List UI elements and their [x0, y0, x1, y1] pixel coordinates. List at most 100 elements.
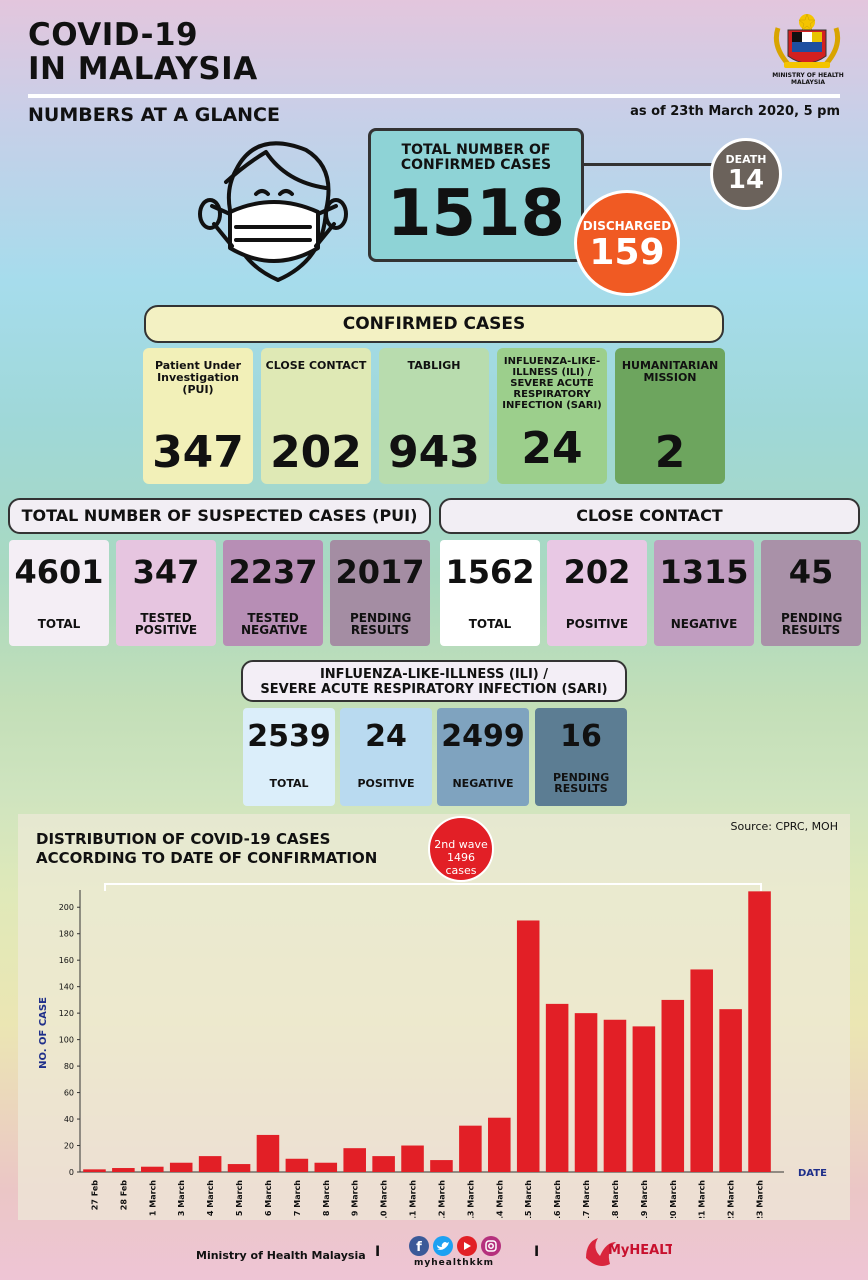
x-tick-label: 23 March [756, 1180, 765, 1218]
suspected-card-tested-negative: 2237 TESTED NEGATIVE [223, 540, 323, 646]
youtube-icon[interactable] [457, 1236, 477, 1256]
x-tick-label: 14 March [495, 1180, 504, 1218]
x-tick-label: 19 March [640, 1180, 649, 1218]
chart-title-line-1: DISTRIBUTION OF COVID-19 CASES [36, 830, 331, 848]
card-value: 2237 [228, 553, 318, 591]
x-tick-label: 11 March [409, 1180, 418, 1218]
card-value: 2017 [335, 553, 425, 591]
card-value: 2539 [247, 719, 331, 754]
x-tick-label: 7 March [293, 1180, 302, 1216]
x-tick-label: 1 March [148, 1180, 157, 1216]
confirmed-card-value: 347 [152, 427, 244, 478]
x-tick-label: 28 Feb [119, 1180, 128, 1210]
y-tick-label: 100 [59, 1036, 74, 1045]
x-tick-label: 4 March [206, 1180, 215, 1216]
header-divider [28, 94, 840, 98]
discharged-value: 159 [589, 232, 665, 273]
second-wave-bracket [104, 883, 762, 891]
x-tick-label: 13 March [466, 1180, 475, 1218]
ili-sari-header-line-2: SEVERE ACUTE RESPIRATORY INFECTION (SARI… [260, 682, 608, 697]
death-badge: DEATH 14 [710, 138, 782, 210]
ili-card-pending: 16 PENDING RESULTS [535, 708, 627, 806]
total-confirmed-value: 1518 [386, 177, 566, 251]
bar [372, 1156, 395, 1172]
card-value: 4601 [14, 553, 104, 591]
masked-face-icon [198, 141, 348, 282]
ministry-label: MINISTRY OF HEALTH MALAYSIA [772, 72, 844, 86]
x-tick-label: 8 March [322, 1180, 331, 1216]
bar [488, 1117, 511, 1172]
card-label: PENDING RESULTS [781, 611, 843, 637]
bar [141, 1166, 164, 1172]
confirmed-card-value: 202 [270, 427, 362, 478]
x-tick-label: 17 March [582, 1180, 591, 1218]
myhealth-text: MyHEALTH [608, 1243, 672, 1258]
death-value: 14 [727, 165, 765, 195]
bar [256, 1134, 280, 1172]
total-confirmed-box: TOTAL NUMBER OF CONFIRMED CASES 1518 [368, 128, 584, 262]
x-tick-label: 3 March [177, 1180, 186, 1216]
bar [661, 999, 685, 1172]
card-label: TOTAL [269, 777, 309, 790]
ili-card-negative: 2499 NEGATIVE [437, 708, 529, 806]
x-tick-label: 10 March [380, 1180, 389, 1218]
close-contact-card-positive: 202 POSITIVE [547, 540, 647, 646]
close-contact-card-negative: 1315 NEGATIVE [654, 540, 754, 646]
card-value: 1562 [445, 553, 535, 591]
x-tick-label: 6 March [264, 1180, 273, 1216]
x-tick-label: 5 March [235, 1180, 244, 1216]
confirmed-cases-header: CONFIRMED CASES [144, 305, 724, 343]
card-value: 2499 [441, 719, 525, 754]
bar-chart: 0 20 40 60 80 100 120 140 160 180 200 27 Feb 28 Feb 1… [38, 890, 827, 1218]
bar [459, 1125, 482, 1172]
chart-source: Source: CPRC, MOH [730, 820, 839, 833]
twitter-icon[interactable] [433, 1236, 453, 1256]
footer-separator: I [375, 1244, 381, 1260]
confirmed-card-label: TABLIGH [407, 359, 461, 372]
bar [748, 891, 771, 1172]
confirmed-card-pui: Patient Under Investigation (PUI) 347 [143, 348, 253, 484]
bar [169, 1162, 193, 1172]
social-icons: f [408, 1235, 504, 1261]
bar [632, 1026, 656, 1172]
y-axis-title: NO. OF CASE [38, 997, 49, 1069]
confirmed-card-value: 943 [388, 427, 480, 478]
card-label: POSITIVE [565, 617, 629, 631]
ili-sari-header: INFLUENZA-LIKE-ILLNESS (ILI) / SEVERE AC… [241, 660, 627, 702]
ili-card-positive: 24 POSITIVE [340, 708, 432, 806]
myhealth-figure-icon [586, 1238, 616, 1266]
second-wave-badge: 2nd wave 1496 cases [428, 816, 494, 882]
bar [690, 969, 713, 1172]
card-value: 1315 [659, 553, 749, 591]
confirmed-card-value: 2 [654, 427, 686, 478]
suspected-card-total: 4601 TOTAL [9, 540, 109, 646]
wave-line-1: 2nd wave [434, 838, 488, 851]
x-tick-label: 27 Feb [90, 1180, 99, 1210]
ili-sari-header-line-1: INFLUENZA-LIKE-ILLNESS (ILI) / [319, 667, 549, 682]
confirmed-card-label: INFLUENZA-LIKE-ILLNESS (ILI) / SEVERE AC… [502, 356, 602, 411]
confirmed-card-value: 24 [521, 423, 583, 474]
x-tick-label: 15 March [524, 1180, 533, 1218]
footer-separator: I [534, 1244, 540, 1260]
as-of-date: as of 23th March 2020, 5 pm [630, 104, 840, 119]
bar [227, 1164, 251, 1172]
death-label: DEATH [725, 153, 767, 166]
y-tick-label: 120 [59, 1009, 74, 1018]
instagram-icon[interactable] [481, 1236, 501, 1256]
subtitle: NUMBERS AT A GLANCE [28, 104, 280, 126]
x-tick-label: 18 March [611, 1180, 620, 1218]
suspected-header: TOTAL NUMBER OF SUSPECTED CASES (PUI) [8, 498, 431, 534]
social-handle: myhealthkkm [414, 1258, 494, 1268]
bar [430, 1160, 453, 1172]
x-tick-label: 21 March [698, 1180, 707, 1218]
bar [516, 920, 540, 1172]
card-value: 16 [560, 719, 602, 754]
y-tick-label: 160 [59, 956, 74, 965]
x-tick-label: 12 March [437, 1180, 446, 1218]
x-tick-label: 16 March [553, 1180, 562, 1218]
footer-ministry: Ministry of Health Malaysia [196, 1249, 366, 1262]
facebook-icon[interactable]: f [409, 1236, 429, 1256]
discharged-badge: DISCHARGED 159 [574, 190, 680, 296]
myhealth-logo: MyHEALTH [580, 1228, 685, 1274]
bar [112, 1168, 135, 1172]
